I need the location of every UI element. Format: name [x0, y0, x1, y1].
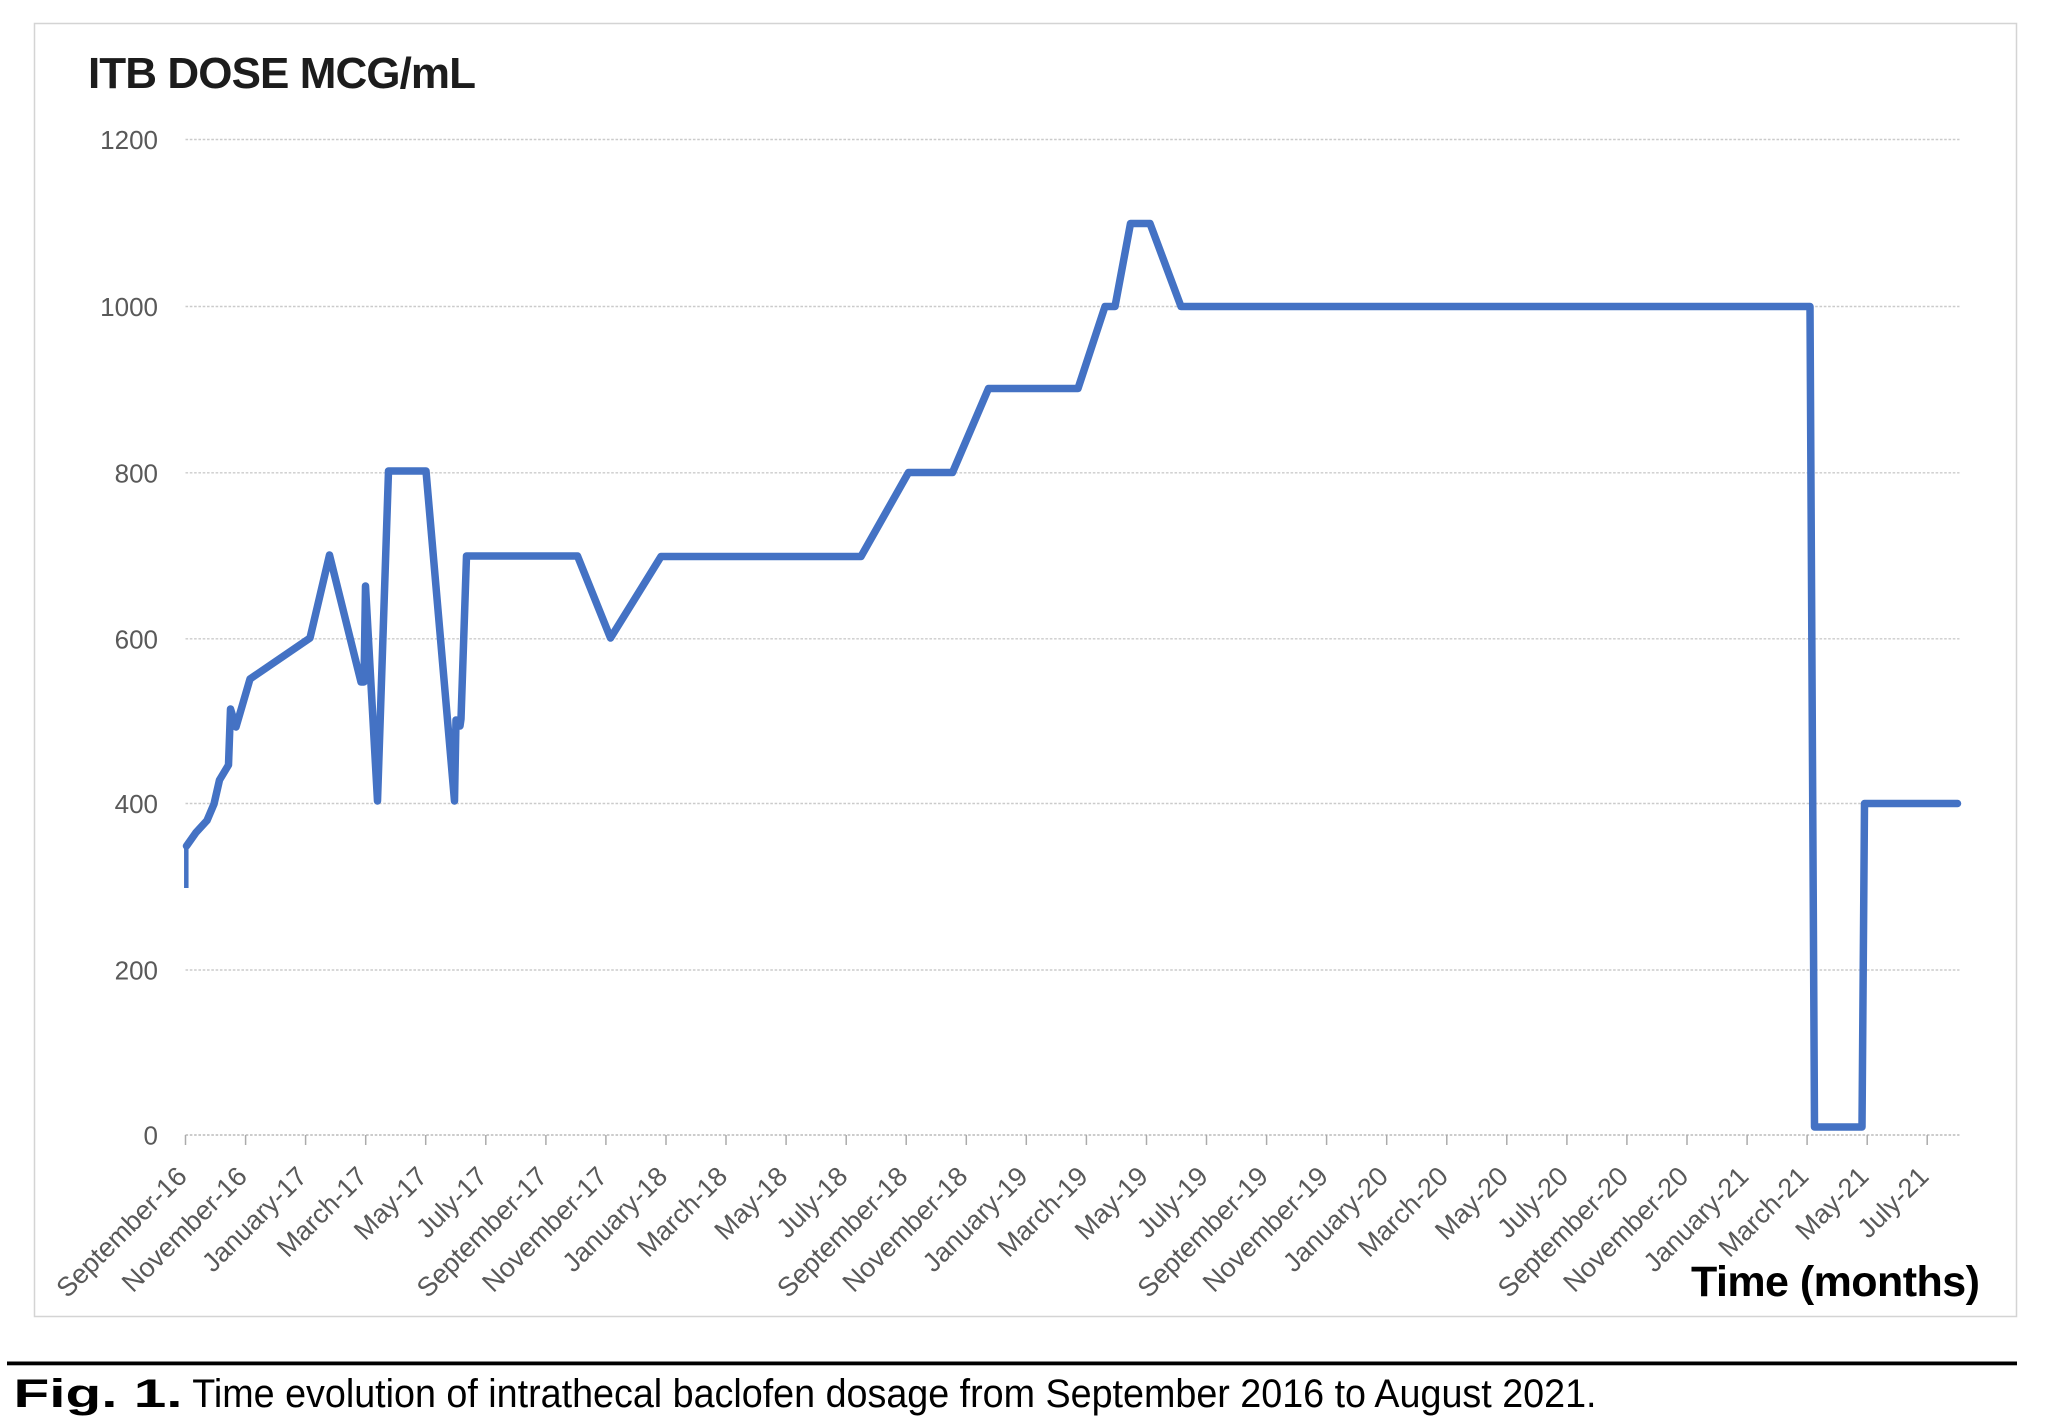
svg-text:1000: 1000: [100, 292, 158, 322]
svg-text:Time (months): Time (months): [1691, 1258, 1980, 1306]
svg-text:Fig. 1. Time evolution of intr: Fig. 1. Time evolution of intrathecal ba…: [14, 1372, 1597, 1416]
svg-text:800: 800: [115, 458, 158, 488]
svg-text:200: 200: [115, 956, 158, 986]
svg-text:ITB DOSE MCG/mL: ITB DOSE MCG/mL: [88, 49, 476, 98]
svg-text:600: 600: [115, 624, 158, 654]
svg-text:0: 0: [144, 1121, 158, 1151]
svg-text:400: 400: [115, 789, 158, 819]
svg-text:1200: 1200: [100, 125, 158, 155]
